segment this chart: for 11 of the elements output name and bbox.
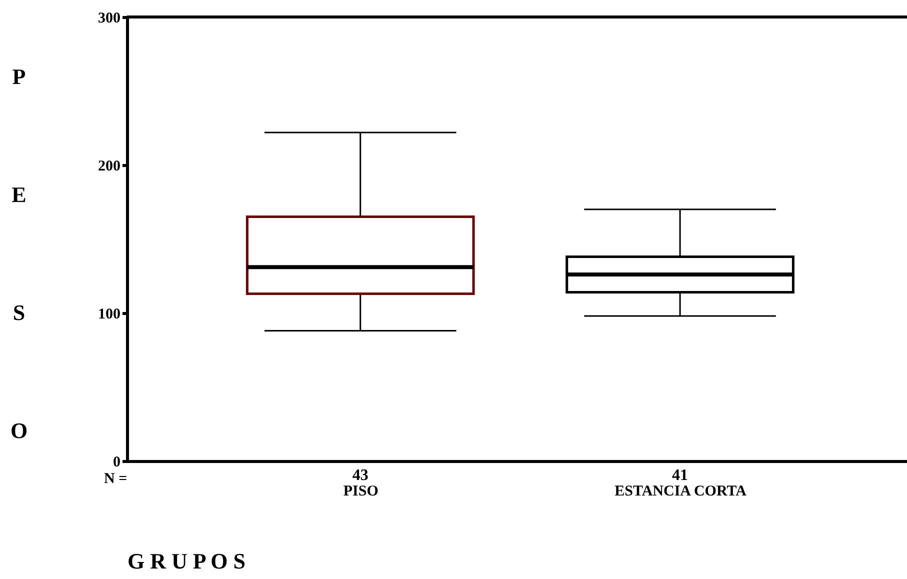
- text: 43: [352, 467, 368, 484]
- x-axis-title: G R U P O S: [128, 548, 246, 574]
- x-tick-label: PISO: [343, 484, 378, 500]
- x-tick-label: ESTANCIA CORTA: [614, 484, 747, 500]
- y-tick-label: 300: [98, 10, 120, 26]
- text: N =: [104, 471, 128, 487]
- y-tick-label: 200: [98, 158, 120, 174]
- y-tick-label: 100: [98, 306, 120, 322]
- y-tick-label: 0: [113, 454, 120, 470]
- text: 41: [672, 467, 688, 484]
- text: P E S O: [10, 64, 28, 443]
